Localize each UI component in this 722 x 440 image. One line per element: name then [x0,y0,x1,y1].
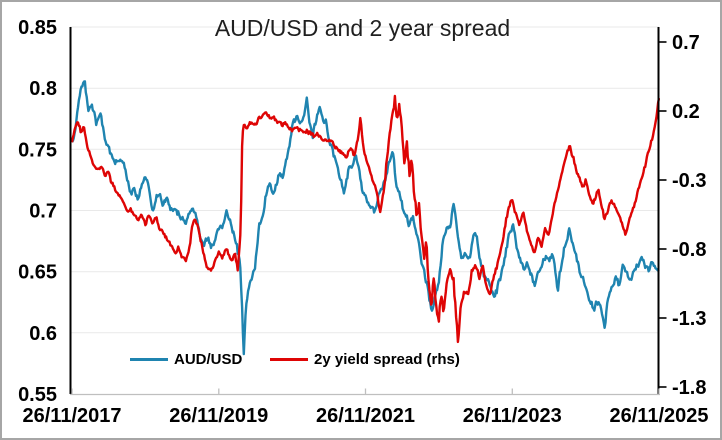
x-axis-tick-label: 26/11/2017 [23,405,122,427]
legend-item-aud-usd: AUD/USD [130,351,242,368]
right-axis-tick-label: 0.7 [672,32,700,54]
right-axis-tick-label: -0.3 [672,170,706,192]
legend-item-2y-yield-spread: 2y yield spread (rhs) [270,351,460,368]
x-axis-tick-label: 26/11/2019 [169,405,268,427]
right-axis-tick-label: -1.3 [672,308,706,330]
left-axis-tick-label: 0.65 [18,262,57,284]
left-axis-tick-label: 0.85 [18,17,57,39]
series-line-aud-usd [70,80,660,356]
legend-label-2y-yield-spread: 2y yield spread (rhs) [314,351,460,368]
right-axis-tick-label: -0.8 [672,239,706,261]
series-line-2y-yield-spread [70,94,660,344]
x-axis-tick-label: 26/11/2021 [316,405,415,427]
x-axis-tick-label: 26/11/2023 [463,405,562,427]
chart-title: AUD/USD and 2 year spread [214,15,511,41]
right-axis-tick-label: 0.2 [672,101,700,123]
right-axis-tick-label: -1.8 [672,377,706,399]
legend-label-aud-usd: AUD/USD [174,351,243,368]
legend-line-swatch-2y-yield-spread [270,358,308,361]
legend-line-swatch-aud-usd [130,358,168,361]
left-axis-tick-label: 0.6 [29,323,57,345]
x-axis-tick-label: 26/11/2025 [610,405,709,427]
left-axis-tick-label: 0.8 [29,78,57,100]
left-axis-tick-label: 0.75 [18,139,57,161]
left-axis-tick-label: 0.7 [29,201,57,223]
left-axis-tick-label: 0.55 [18,384,57,406]
